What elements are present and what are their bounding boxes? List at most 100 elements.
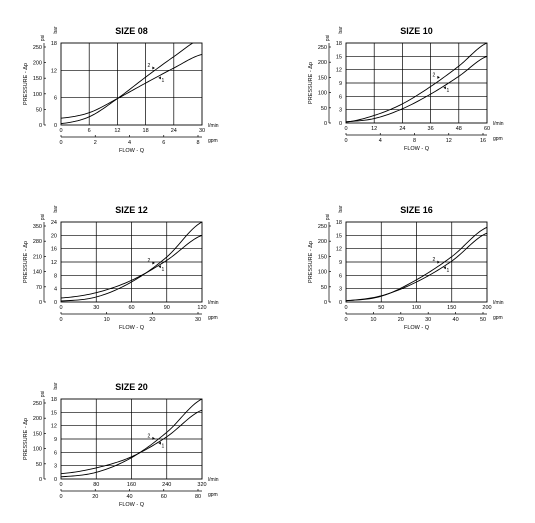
y-tick-psi: 0 [324,300,327,306]
x-tick-gpm: 50 [480,317,486,323]
x-tick-gpm: 0 [59,494,62,500]
x-tick-gpm: 4 [128,140,131,146]
y-tick-psi: 210 [33,254,42,260]
y-tick-psi: 50 [36,107,42,113]
y-tick-psi: 250 [318,224,327,230]
x-tick-lmin: 160 [127,482,136,488]
y-tick-bar: 6 [339,94,342,100]
x-tick-lmin: 240 [162,482,171,488]
plot-frame [60,398,203,480]
x-tick-gpm: 20 [92,494,98,500]
x-axis-label: FLOW - Q [119,148,145,154]
y-tick-psi: 150 [33,431,42,437]
x-tick-gpm: 8 [413,138,416,144]
x-tick-lmin: 0 [59,482,62,488]
x-unit-gpm: gpm [208,492,218,498]
y-tick-bar: 12 [51,260,57,266]
x-axis-label: FLOW - Q [404,146,430,152]
x-unit-lmin: l/min [208,123,219,129]
series-1-label: 1 [161,443,164,449]
x-tick-lmin: 320 [197,482,206,488]
y-tick-bar: 0 [54,477,57,483]
y-tick-bar: 18 [51,397,57,403]
y-tick-psi: 100 [33,447,42,453]
x-tick-lmin: 24 [399,126,405,132]
plot-frame [345,42,488,124]
x-tick-lmin: 120 [197,305,206,311]
chart-5: SIZE 200369121518050100150200250barpsiPR… [23,382,219,508]
plot-frame [345,221,488,303]
series-2-label: 2 [432,72,435,78]
x-tick-lmin: 30 [199,128,205,134]
y-tick-psi: 50 [321,106,327,112]
y-tick-bar: 9 [339,81,342,87]
x-tick-gpm: 16 [480,138,486,144]
series-2-arrow [437,75,440,79]
series-1-arrow [158,441,161,445]
x-tick-lmin: 90 [164,305,170,311]
x-tick-gpm: 20 [398,317,404,323]
series-2-line [61,222,202,302]
x-unit-lmin: l/min [208,300,219,306]
y-tick-psi: 150 [33,76,42,82]
y-tick-psi: 250 [33,401,42,407]
series-1-arrow [443,86,446,90]
x-axis-label: FLOW - Q [404,325,430,331]
x-unit-gpm: gpm [493,136,503,142]
series-2-label: 2 [147,433,150,439]
y-tick-bar: 12 [336,247,342,253]
x-tick-lmin: 12 [371,126,377,132]
y-tick-bar: 20 [51,233,57,239]
y-axis-label: PRESSURE - Δp [308,62,314,104]
x-axis-label: FLOW - Q [119,502,145,508]
y-tick-bar: 6 [54,450,57,456]
y-unit-bar: bar [338,26,344,34]
y-unit-bar: bar [53,26,59,34]
x-unit-gpm: gpm [493,315,503,321]
y-tick-bar: 6 [54,96,57,102]
y-tick-bar: 9 [339,260,342,266]
y-tick-bar: 12 [51,68,57,74]
series-2-arrow [152,66,155,70]
x-tick-lmin: 36 [428,126,434,132]
y-tick-bar: 12 [51,424,57,430]
y-tick-bar: 18 [51,41,57,47]
x-tick-gpm: 30 [195,317,201,323]
x-tick-gpm: 40 [126,494,132,500]
plot-frame [60,221,203,303]
y-axis-label: PRESSURE - Δp [23,241,29,283]
x-tick-gpm: 0 [344,317,347,323]
y-tick-bar: 6 [339,273,342,279]
y-tick-psi: 150 [318,75,327,81]
y-tick-bar: 3 [54,464,57,470]
chart-3: SIZE 1204812162024070140210280350barpsiP… [23,205,219,331]
chart-4: SIZE 160369121518050100150200250barpsiPR… [308,205,504,331]
y-tick-psi: 150 [318,254,327,260]
y-tick-psi: 70 [36,285,42,291]
y-tick-psi: 140 [33,270,42,276]
x-tick-lmin: 12 [114,128,120,134]
x-tick-gpm: 2 [94,140,97,146]
y-tick-psi: 250 [318,45,327,51]
y-axis-label: PRESSURE - Δp [23,418,29,460]
plot-frame [60,42,203,126]
y-tick-bar: 3 [339,108,342,114]
y-tick-psi: 0 [39,477,42,483]
series-1-arrow [158,265,161,269]
x-tick-lmin: 80 [93,482,99,488]
series-2-line [346,226,487,302]
y-tick-psi: 50 [36,462,42,468]
y-tick-psi: 100 [33,92,42,98]
chart-title: SIZE 12 [115,205,148,215]
x-tick-lmin: 0 [344,305,347,311]
y-tick-bar: 15 [51,410,57,416]
x-tick-gpm: 6 [162,140,165,146]
y-tick-bar: 0 [54,300,57,306]
series-1-line [346,55,487,123]
y-unit-psi: psi [325,214,331,220]
series-2-label: 2 [147,258,150,264]
series-1-label: 1 [161,267,164,273]
y-unit-bar: bar [338,205,344,213]
y-tick-psi: 350 [33,224,42,230]
y-tick-bar: 4 [54,287,57,293]
